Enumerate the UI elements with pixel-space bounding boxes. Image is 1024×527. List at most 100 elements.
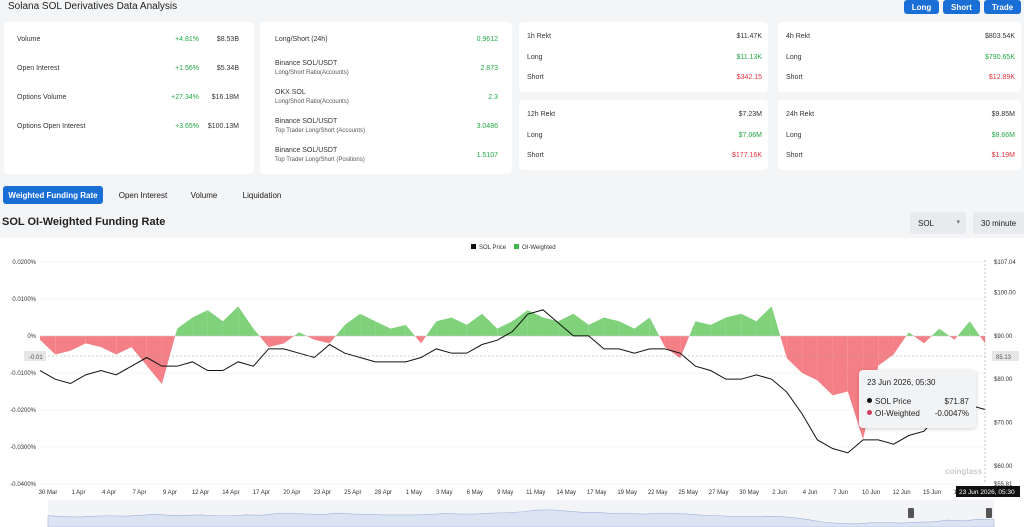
funding-area-negative [283, 336, 295, 344]
navigator-area [47, 509, 995, 527]
right-tick-label: $100.00 [994, 291, 1016, 297]
rekt-total: $11.47K [736, 33, 762, 40]
long-button[interactable]: Long [904, 0, 939, 14]
funding-area-negative [116, 336, 132, 355]
funding-area-positive [969, 321, 980, 336]
funding-area-positive [175, 328, 178, 336]
tab-weighted-funding-rate[interactable]: Weighted Funding Rate [3, 186, 103, 204]
funding-areas [40, 306, 985, 440]
funding-area-negative [40, 336, 56, 355]
funding-rate-chart[interactable]: SOL Price OI-Weighted 0.0200% 0.0100% 0% -0… [0, 238, 1024, 527]
rekt-total: $9.85M [991, 111, 1015, 118]
tooltip-price-dot [867, 398, 872, 403]
top-bar: Solana SOL Derivatives Data Analysis Lon… [0, 0, 1024, 16]
ratio-value: 1.5107 [476, 152, 498, 159]
funding-area-positive [426, 321, 437, 336]
funding-area-negative [780, 336, 787, 359]
x-tick-label: 30 May [739, 490, 759, 496]
rekt-1h-card: 1h Rekt $11.47K Long $11.13K Short $342.… [519, 22, 768, 92]
rekt-short-value: $12.89K [988, 74, 1015, 81]
funding-area-positive [771, 306, 781, 336]
interval-select[interactable]: 30 minute [973, 212, 1024, 234]
rekt-short-label: Short [786, 152, 803, 159]
rekt-long-value: $8.66M [991, 132, 1015, 139]
ratio-label: Binance SOL/USDT [275, 118, 338, 125]
tab-open-interest[interactable]: Open Interest [118, 190, 168, 200]
stat-value: $5.34B [216, 65, 239, 72]
funding-area-negative [329, 336, 336, 344]
tooltip-oi-value: -0.0047% [934, 409, 969, 418]
market-stats-card: Volume +4.81% $8.53B Open Interest +1.56… [4, 22, 254, 174]
funding-area-negative [268, 336, 284, 348]
funding-area-positive [207, 310, 223, 336]
tooltip-price-value: $71.87 [944, 397, 969, 406]
rekt-short-label: Short [527, 74, 544, 81]
funding-area-negative [786, 336, 803, 373]
right-tick-label: $55.81 [994, 482, 1013, 488]
rekt-short-value: $1.19M [991, 152, 1015, 159]
crosshair-y-tag [24, 351, 46, 361]
tab-volume[interactable]: Volume [190, 190, 218, 200]
right-tick-label: $90.00 [994, 334, 1013, 340]
funding-area-positive [634, 317, 650, 336]
funding-area-negative [306, 336, 315, 340]
crosshair-x-label: 23 Jun 2026, 05:30 [959, 489, 1015, 496]
x-tick-label: 7 Apr [132, 490, 146, 496]
stat-value: $16.18M [211, 94, 239, 101]
funding-area-positive [436, 317, 452, 336]
funding-area-positive [695, 321, 711, 336]
stat-label: Options Volume [17, 94, 67, 101]
x-tick-label: 17 Apr [253, 490, 270, 496]
stat-change: +27.34% [171, 94, 199, 101]
chart-grid [40, 261, 985, 485]
funding-area-positive [689, 321, 696, 336]
x-tick-label: 6 May [467, 490, 483, 496]
stat-value: $8.53B [216, 36, 239, 43]
right-tick-label: $70.00 [994, 421, 1013, 427]
left-tick-label: 0% [27, 334, 36, 340]
trade-button[interactable]: Trade [984, 0, 1021, 14]
legend-label-oi: OI-Weighted [522, 245, 556, 251]
price-line-group [39, 309, 986, 454]
funding-area-positive [253, 328, 260, 336]
tab-liquidation[interactable]: Liquidation [242, 190, 282, 200]
x-tick-label: 19 May [617, 490, 637, 496]
rekt-long-label: Long [786, 54, 802, 61]
long-short-card: Long/Short (24h) 0.9612 Binance SOL/USDT… [260, 22, 512, 174]
funding-area-negative [924, 336, 932, 344]
short-button[interactable]: Short [943, 0, 980, 14]
x-tick-label: 4 Jun [803, 490, 818, 496]
funding-area-negative [55, 336, 71, 355]
funding-area-negative [414, 336, 422, 344]
funding-area-negative [680, 336, 690, 359]
funding-area-negative [979, 336, 985, 344]
funding-area-negative [664, 336, 681, 359]
x-tick-label: 30 Mar [39, 490, 58, 496]
funding-area-positive [344, 313, 361, 336]
crosshair-x-tag [956, 486, 1020, 497]
funding-area-positive [725, 313, 742, 336]
x-tick-label: 10 Jun [862, 490, 880, 496]
legend-label-price: SOL Price [479, 245, 507, 251]
tooltip-oi-row: OI-Weighted -0.0047% [867, 409, 969, 418]
funding-area-positive [222, 306, 239, 336]
price-line [39, 309, 986, 454]
funding-area-positive [497, 321, 513, 336]
ratio-value: 0.9612 [476, 36, 498, 43]
funding-area-positive [906, 332, 909, 336]
rekt-4h-card: 4h Rekt $803.54K Long $790.65K Short $12… [778, 22, 1021, 92]
coin-select[interactable]: SOL ▾ [910, 212, 966, 234]
x-tick-label: 2 Jun [772, 490, 787, 496]
chart-tooltip: 23 Jun 2026, 05:30 SOL Price $71.87 OI-W… [859, 370, 976, 428]
navigator-right-handle[interactable] [986, 508, 992, 518]
stat-value: $100.13M [207, 123, 239, 130]
stat-label: Open Interest [17, 65, 60, 72]
funding-area-positive [375, 321, 391, 336]
funding-area-positive [573, 313, 589, 336]
funding-area-negative [161, 336, 176, 385]
funding-area-negative [314, 336, 330, 344]
navigator-left-handle[interactable] [908, 508, 914, 518]
funding-area-positive [603, 317, 620, 336]
right-tick-label: $60.00 [994, 464, 1013, 470]
page-title: Solana SOL Derivatives Data Analysis [8, 1, 178, 12]
